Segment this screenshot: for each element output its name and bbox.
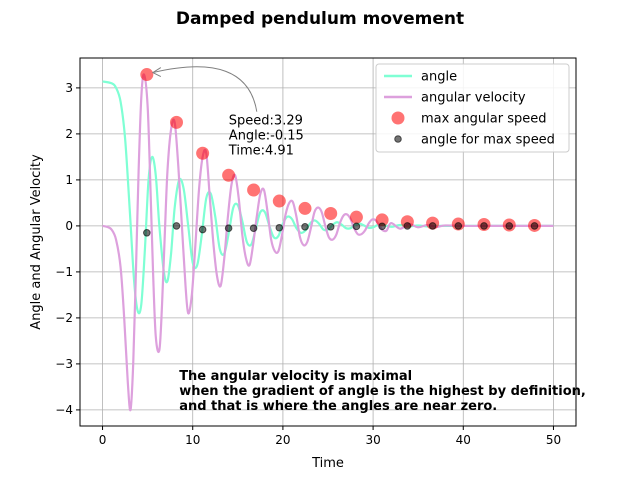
legend-label: angle [421,70,457,85]
angle-point [172,222,181,230]
x-tick-label: 30 [365,433,380,447]
y-tick-label: 2 [65,127,73,141]
legend-item: angle [384,70,457,85]
legend: angle angular velocity max angular speed an… [375,63,570,153]
x-axis-label: Time [311,456,344,471]
annotations: Speed:3.29 Angle:-0.15 Time:4.91 The angul… [151,66,586,414]
y-tick-label: 3 [65,81,73,95]
plot-frame [79,57,577,427]
explanation-annotation-line: The angular velocity is maximal [179,369,412,384]
y-tick-label: −4 [55,403,73,417]
explanation-annotation-line: and that is where the angles are near ze… [179,399,497,414]
y-tick-label: 1 [65,173,73,187]
angle-point [224,224,233,232]
angle-point [352,222,361,231]
angle-point [480,222,488,230]
annotation-arrow [152,66,258,112]
max-speed-point [196,146,210,160]
chart-title: Damped pendulum movement [176,9,464,29]
angle-point [505,222,514,230]
max-point-annotation-line: Time:4.91 [228,144,294,159]
max-speed-point [140,68,154,82]
max-speed-point [349,210,363,224]
x-tick-label: 40 [456,433,471,447]
legend-label: angle for max speed [421,133,555,148]
plot-markers [140,68,542,237]
legend-swatch [394,135,402,143]
legend-item: max angular speed [391,111,546,127]
max-speed-point [169,115,183,129]
explanation-annotation-line: when the gradient of angle is the highes… [179,384,586,399]
x-tick-label: 50 [546,433,561,447]
angle-point [378,222,386,231]
max-point-annotation-line: Angle:-0.15 [229,129,304,144]
axis-ticks: 0 10 20 30 40 50 −4 −3 −2 −1 0 1 2 3 [55,81,561,447]
annotation-arrow-head [151,67,162,78]
angle-point [143,229,151,237]
angle-point [454,222,463,230]
legend-swatch [391,111,405,125]
max-speed-point [272,194,286,208]
angle-point [249,224,258,232]
angle-point [428,222,437,230]
legend-label: max angular speed [421,112,546,127]
y-tick-label: −1 [55,265,73,279]
angle-point [198,225,207,234]
legend-item: angle for max speed [394,133,555,148]
max-speed-point [375,213,389,227]
max-speed-point [222,168,236,182]
y-tick-label: −2 [55,311,73,325]
max-point-annotation: Speed:3.29 Angle:-0.15 Time:4.91 [228,114,304,159]
y-axis-label: Angle and Angular Velocity [29,154,44,330]
angle-point [326,223,335,231]
explanation-annotation: The angular velocity is maximal when the … [179,369,586,414]
angle-point [530,222,539,230]
legend-label: angular velocity [421,91,526,106]
x-tick-label: 20 [275,433,290,447]
x-tick-label: 10 [185,433,200,447]
max-speed-point [324,206,338,220]
y-tick-label: −3 [55,357,73,371]
max-speed-point [247,183,261,197]
legend-item: angular velocity [384,91,526,106]
max-speed-point [298,201,312,215]
legend-box [375,63,570,153]
y-tick-label: 0 [65,219,73,233]
angle-point [403,222,412,230]
max-point-annotation-line: Speed:3.29 [229,114,303,129]
angle-point [275,223,284,232]
x-tick-label: 0 [99,433,107,447]
angle-point [301,223,309,231]
